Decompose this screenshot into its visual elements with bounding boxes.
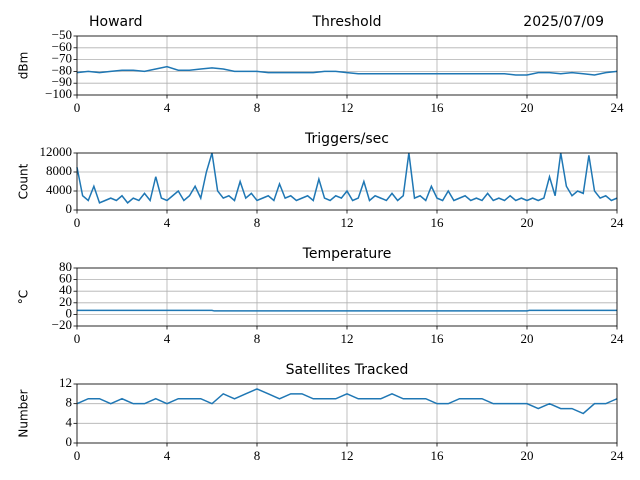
- x-tick-label: 24: [611, 448, 625, 463]
- x-tick-label: 8: [254, 331, 261, 346]
- plot-frame: [76, 152, 618, 211]
- plot-frame: [76, 267, 618, 327]
- y-tick-label: 40: [59, 282, 72, 297]
- x-tick-label: 24: [611, 215, 625, 230]
- panel-title: Triggers/sec: [304, 131, 389, 147]
- x-tick-label: 0: [74, 331, 81, 346]
- data-line: [76, 65, 618, 76]
- panel-title: Threshold: [312, 14, 382, 30]
- x-tick-label: 4: [164, 215, 171, 230]
- x-tick-label: 4: [164, 448, 171, 463]
- y-axis-label: °C: [17, 290, 31, 304]
- y-tick-label: −60: [52, 39, 72, 54]
- x-tick-label: 16: [431, 331, 445, 346]
- y-tick-label: 8: [66, 395, 73, 410]
- data-line: [77, 309, 617, 312]
- y-tick-label: 0: [66, 201, 73, 216]
- y-tick-label: 0: [66, 434, 73, 449]
- x-tick-label: 24: [611, 331, 625, 346]
- x-tick-label: 12: [341, 448, 354, 463]
- x-tick-label: 8: [254, 100, 261, 115]
- x-tick-label: 8: [254, 215, 261, 230]
- x-tick-label: 16: [431, 448, 445, 463]
- data-line: [76, 388, 618, 415]
- panel-title-right: 2025/07/09: [523, 14, 604, 30]
- y-tick-label: 4: [66, 414, 73, 429]
- x-tick-label: 20: [521, 331, 534, 346]
- x-tick-label: 0: [74, 100, 81, 115]
- y-tick-label: 0: [66, 305, 73, 320]
- x-tick-label: 4: [164, 100, 171, 115]
- panel-title: Satellites Tracked: [286, 362, 409, 378]
- y-axis-label: Count: [17, 163, 31, 199]
- y-tick-label: 12000: [40, 144, 73, 159]
- y-tick-label: −80: [52, 62, 72, 77]
- x-tick-label: 12: [341, 331, 354, 346]
- y-tick-label: 80: [59, 259, 72, 274]
- x-tick-label: 24: [611, 100, 625, 115]
- y-axis-label: dBm: [17, 52, 31, 80]
- y-tick-label: −70: [52, 51, 72, 66]
- x-tick-label: 16: [431, 215, 445, 230]
- x-tick-label: 16: [431, 100, 445, 115]
- x-tick-label: 20: [521, 100, 534, 115]
- x-tick-label: 0: [74, 215, 81, 230]
- x-tick-label: 4: [164, 331, 171, 346]
- y-tick-label: 60: [59, 271, 72, 286]
- panel-title-left: Howard: [89, 14, 143, 30]
- y-tick-label: −100: [45, 86, 72, 101]
- plot-frame: [76, 35, 618, 96]
- y-tick-label: 4000: [46, 182, 72, 197]
- y-tick-label: −20: [52, 317, 72, 332]
- y-axis-label: Number: [17, 389, 31, 437]
- x-tick-label: 20: [521, 215, 534, 230]
- y-tick-label: 20: [59, 294, 72, 309]
- x-tick-label: 12: [341, 100, 354, 115]
- panel-title: Temperature: [302, 246, 392, 262]
- y-tick-label: −90: [52, 74, 72, 89]
- y-tick-label: −50: [52, 27, 72, 42]
- data-line: [76, 152, 618, 204]
- x-tick-label: 12: [341, 215, 354, 230]
- x-tick-label: 0: [74, 448, 81, 463]
- y-tick-label: 8000: [46, 163, 72, 178]
- plot-frame: [76, 383, 618, 444]
- y-tick-label: 12: [59, 375, 72, 390]
- x-tick-label: 20: [521, 448, 534, 463]
- x-tick-label: 8: [254, 448, 261, 463]
